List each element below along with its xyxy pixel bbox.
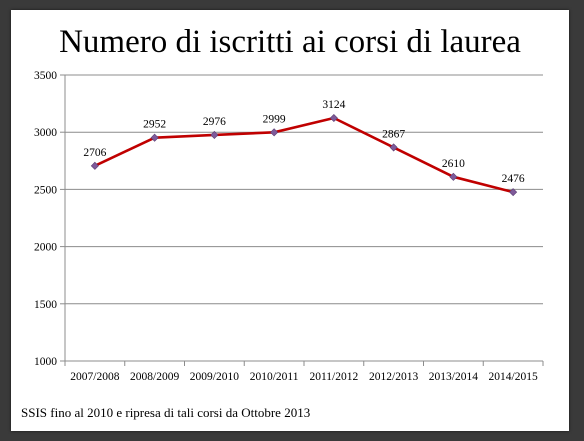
data-label: 3124 bbox=[322, 99, 345, 111]
gridlines bbox=[65, 74, 543, 305]
x-tick-label: 2010/2011 bbox=[250, 371, 299, 383]
axes bbox=[60, 74, 544, 366]
x-tick-label: 2007/2008 bbox=[70, 371, 119, 383]
y-tick-label: 3000 bbox=[34, 127, 57, 139]
data-label: 2976 bbox=[203, 116, 226, 128]
x-tick-label: 2011/2012 bbox=[309, 371, 358, 383]
series-layer bbox=[94, 116, 514, 194]
data-label: 2952 bbox=[143, 119, 166, 131]
y-tick-labels: 1000 1500 2000 2500 3000 3500 bbox=[34, 70, 57, 368]
x-tick-label: 2009/2010 bbox=[190, 371, 239, 383]
data-point bbox=[90, 161, 99, 170]
data-point bbox=[210, 130, 219, 139]
line-chart: Numero di iscritti ai corsi di laurea 10… bbox=[21, 24, 544, 420]
data-markers bbox=[90, 113, 518, 197]
x-tick-label: 2008/2009 bbox=[130, 371, 179, 383]
x-tick-label: 2014/2015 bbox=[489, 371, 538, 383]
data-point bbox=[270, 128, 279, 137]
data-point bbox=[389, 143, 398, 152]
slide: Numero di iscritti ai corsi di laurea 10… bbox=[11, 10, 569, 431]
series-line bbox=[94, 116, 514, 194]
footnote: SSIS fino al 2010 e ripresa di tali cors… bbox=[21, 405, 310, 420]
data-label: 2476 bbox=[502, 173, 525, 185]
data-point bbox=[509, 188, 518, 197]
x-tick-label: 2012/2013 bbox=[369, 371, 418, 383]
data-point bbox=[150, 133, 159, 142]
data-point bbox=[329, 113, 338, 123]
data-point bbox=[449, 172, 458, 181]
data-labels: 2706 2952 2976 2999 3124 2867 2610 2476 bbox=[83, 99, 525, 185]
y-tick-label: 2000 bbox=[34, 242, 57, 254]
chart-title: Numero di iscritti ai corsi di laurea bbox=[59, 24, 521, 60]
data-label: 2999 bbox=[263, 113, 286, 125]
y-tick-label: 3500 bbox=[34, 70, 57, 82]
x-tick-label: 2013/2014 bbox=[429, 371, 478, 383]
y-tick-label: 2500 bbox=[34, 184, 57, 196]
data-label: 2706 bbox=[83, 147, 106, 159]
y-tick-label: 1500 bbox=[34, 299, 57, 311]
y-tick-label: 1000 bbox=[34, 356, 57, 368]
data-label: 2610 bbox=[442, 158, 465, 170]
data-label: 2867 bbox=[382, 128, 405, 140]
x-tick-labels: 2007/2008 2008/2009 2009/2010 2010/2011 2011… bbox=[70, 371, 538, 383]
